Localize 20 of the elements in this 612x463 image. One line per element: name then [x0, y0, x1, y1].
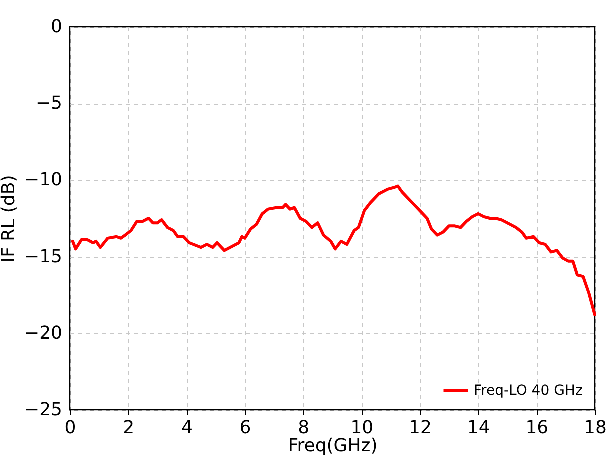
y-tick-label: −5: [36, 93, 62, 114]
y-tick-label: −25: [24, 400, 62, 420]
x-axis-title: Freq(GHz): [288, 436, 378, 456]
x-tick-label: 4: [181, 418, 193, 438]
line-series: [71, 184, 596, 317]
y-tick-label: −15: [24, 246, 62, 268]
y-axis-title: IF RL (dB): [0, 175, 20, 263]
x-tick-label: 8: [298, 418, 310, 438]
y-tick-label: 0: [51, 16, 62, 38]
y-tick-label: −10: [24, 170, 62, 191]
x-tick-label: 10: [350, 418, 374, 438]
x-tick-label: 16: [526, 418, 549, 438]
x-tick-label: 6: [240, 418, 252, 438]
y-tick-label: −20: [24, 322, 62, 344]
x-tick-label: 2: [123, 418, 135, 438]
x-tick-label: 18: [584, 418, 607, 438]
legend-label: Freq-LO 40 GHz: [474, 383, 583, 399]
x-tick-label: 0: [64, 418, 76, 438]
x-tick-label: 14: [467, 418, 490, 438]
x-tick-label: 12: [409, 418, 432, 438]
